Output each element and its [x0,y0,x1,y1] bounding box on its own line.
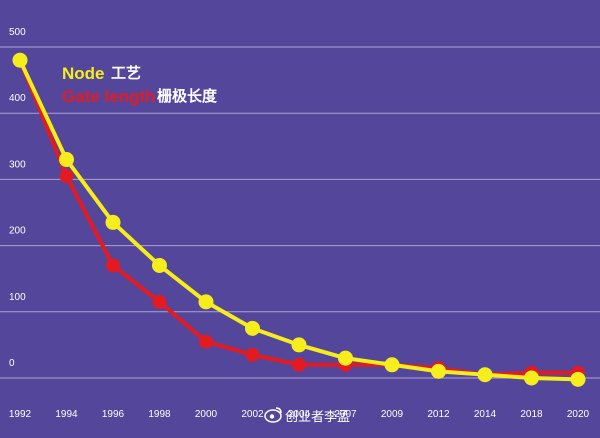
point-node [12,52,28,68]
point-node [59,152,74,168]
point-gate-length [59,169,74,184]
legend-gate-zh-label: 栅极长度 [157,87,218,105]
x-tick-label: 2009 [381,409,404,420]
series-lines [12,52,586,387]
y-tick-label: 0 [9,358,15,369]
x-tick-label: 1998 [148,409,171,420]
x-tick-label: 2018 [520,409,543,420]
x-tick-label: 2000 [195,409,218,420]
point-gate-length [292,357,306,372]
legend: Node 工艺 Gate length 栅极长度 [62,64,218,106]
point-gate-length [152,294,167,309]
weibo-icon [264,407,282,423]
x-tick-label: 2004 [288,409,311,420]
x-axis-ticks: 1992 1994 1996 1998 2000 2002 2004 2007 2009 2012… [9,409,590,420]
point-node [338,350,353,366]
y-tick-label: 200 [9,226,26,237]
point-node [245,320,260,336]
y-axis-ticks: 500 400 300 200 100 0 [9,27,26,369]
point-node [198,294,214,310]
x-tick-label: 2007 [334,409,357,420]
x-tick-label: 1992 [9,409,32,420]
point-node [570,371,586,387]
point-node [152,257,167,273]
x-tick-label: 1996 [102,409,125,420]
x-tick-label: 2014 [474,409,497,420]
x-tick-label: 2012 [427,409,450,420]
watermark: 创业者李孟 [264,407,350,425]
point-node [291,337,307,353]
point-node [477,367,493,383]
watermark-text: 创业者李孟 [285,410,350,425]
legend-node-label: Node [62,64,105,83]
y-tick-label: 400 [9,93,26,104]
point-node [384,357,400,373]
legend-node-zh-label: 工艺 [111,64,141,82]
point-node [431,363,446,379]
point-gate-length [245,347,260,362]
y-tick-label: 300 [9,159,26,170]
legend-gate-label: Gate length [62,87,156,106]
y-tick-label: 500 [9,27,26,38]
x-tick-label: 1994 [55,409,78,420]
y-tick-label: 100 [9,292,26,303]
point-node [524,370,539,386]
x-tick-label: 2002 [241,409,264,420]
x-tick-label: 2020 [567,409,590,420]
grid-lines [0,46,600,379]
point-gate-length [106,258,120,273]
point-node [105,214,121,230]
point-gate-length [199,334,213,349]
